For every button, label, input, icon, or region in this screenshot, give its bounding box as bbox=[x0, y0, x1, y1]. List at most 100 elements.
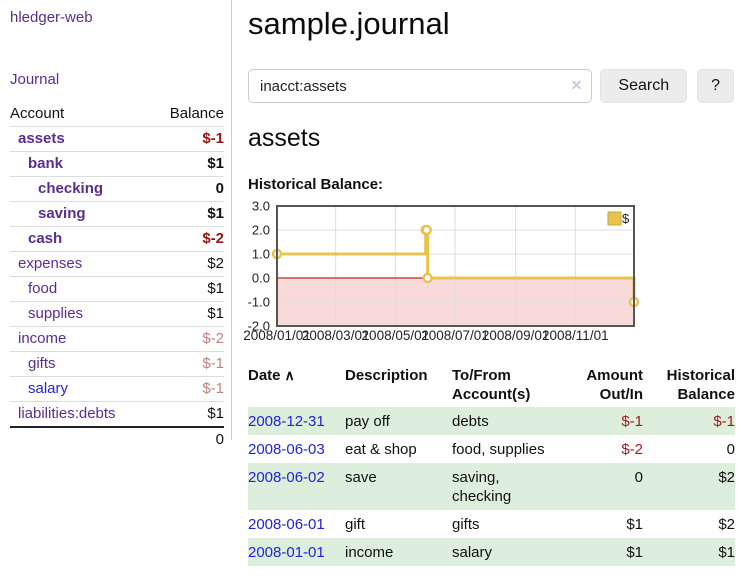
transaction-description: gift bbox=[345, 516, 366, 533]
account-row: liabilities:debts $1 bbox=[10, 401, 224, 426]
transaction-row[interactable]: 2008-12-31 pay off debts $-1 $-1 bbox=[248, 407, 735, 435]
transaction-date-link[interactable]: 2008-01-01 bbox=[248, 544, 325, 561]
transaction-description: eat & shop bbox=[345, 441, 417, 458]
account-row: cash $-2 bbox=[10, 226, 224, 251]
account-row: income $-2 bbox=[10, 326, 224, 351]
column-header-description[interactable]: Description bbox=[345, 367, 428, 384]
svg-text:2008/03/01: 2008/03/01 bbox=[302, 328, 370, 343]
account-row: bank $1 bbox=[10, 151, 224, 176]
sidebar-item-journal[interactable]: Journal bbox=[10, 71, 60, 88]
transaction-accounts: gifts bbox=[452, 516, 480, 533]
sort-ascending-icon: ∧ bbox=[284, 367, 295, 383]
transaction-row[interactable]: 2008-06-01 gift gifts $1 $2 bbox=[248, 510, 735, 538]
account-link[interactable]: liabilities:debts bbox=[18, 405, 116, 422]
svg-text:3.0: 3.0 bbox=[252, 199, 270, 214]
sidebar: hledger-web Journal Account Balance asse… bbox=[0, 0, 232, 448]
transaction-row[interactable]: 2008-06-02 save saving, checking 0 $2 bbox=[248, 463, 735, 510]
account-balance: $-1 bbox=[202, 355, 224, 372]
account-link[interactable]: saving bbox=[38, 205, 86, 222]
accounts-total: 0 bbox=[10, 426, 224, 451]
account-balance: $-1 bbox=[202, 380, 224, 397]
account-heading: assets bbox=[248, 124, 321, 152]
account-row: saving $1 bbox=[10, 201, 224, 226]
transaction-balance: $-1 bbox=[713, 413, 735, 430]
account-balance: $1 bbox=[207, 205, 224, 222]
account-balance: $-2 bbox=[202, 330, 224, 347]
page-title: sample.journal bbox=[248, 6, 450, 41]
transaction-row[interactable]: 2008-01-01 income salary $1 $1 bbox=[248, 538, 735, 566]
account-balance: $2 bbox=[207, 255, 224, 272]
transaction-amount: $1 bbox=[626, 544, 643, 561]
column-header-date[interactable]: Date ∧ bbox=[248, 367, 295, 384]
accounts-header-account: Account bbox=[10, 105, 65, 122]
search-input[interactable] bbox=[248, 69, 593, 103]
transaction-date-link[interactable]: 2008-06-01 bbox=[248, 516, 325, 533]
transactions-table: Date ∧ Description To/From Account(s) Amo… bbox=[248, 364, 735, 566]
accounts-header-balance: Balance bbox=[169, 105, 224, 122]
svg-text:0.0: 0.0 bbox=[252, 271, 270, 286]
transaction-date-link[interactable]: 2008-12-31 bbox=[248, 413, 325, 430]
account-row: salary $-1 bbox=[10, 376, 224, 401]
svg-text:2008/11/01: 2008/11/01 bbox=[542, 328, 609, 343]
accounts-table: Account Balance assets $-1 bank $1 check… bbox=[10, 103, 224, 451]
transaction-balance: $2 bbox=[718, 516, 735, 533]
transaction-accounts: debts bbox=[452, 413, 489, 430]
transaction-date-link[interactable]: 2008-06-02 bbox=[248, 469, 325, 486]
transaction-balance: 0 bbox=[726, 441, 735, 458]
svg-text:-2.0: -2.0 bbox=[248, 319, 270, 334]
account-balance: 0 bbox=[215, 180, 224, 197]
account-balance: $1 bbox=[207, 405, 224, 422]
search-button[interactable]: Search bbox=[600, 69, 688, 103]
transactions-table-header: Date ∧ Description To/From Account(s) Amo… bbox=[248, 364, 735, 407]
transaction-description: save bbox=[345, 469, 377, 486]
transaction-amount: $1 bbox=[626, 516, 643, 533]
svg-text:2008/09/01: 2008/09/01 bbox=[482, 328, 550, 343]
transaction-amount: 0 bbox=[634, 469, 643, 486]
account-row: supplies $1 bbox=[10, 301, 224, 326]
svg-text:-1.0: -1.0 bbox=[248, 295, 270, 310]
account-link[interactable]: gifts bbox=[28, 355, 56, 372]
chart-title: Historical Balance: bbox=[248, 176, 384, 193]
transaction-amount: $-2 bbox=[621, 441, 643, 458]
account-row: expenses $2 bbox=[10, 251, 224, 276]
transaction-balance: $2 bbox=[718, 469, 735, 486]
account-link[interactable]: expenses bbox=[18, 255, 83, 272]
account-row: gifts $-1 bbox=[10, 351, 224, 376]
search-bar: ✕ Search ? bbox=[248, 69, 734, 103]
account-balance: $1 bbox=[207, 305, 224, 322]
account-link[interactable]: assets bbox=[18, 130, 65, 147]
transaction-description: income bbox=[345, 544, 394, 561]
svg-text:2.0: 2.0 bbox=[252, 223, 270, 238]
transaction-balance: $1 bbox=[718, 544, 735, 561]
column-header-amount[interactable]: Amount Out/In bbox=[586, 367, 643, 403]
account-row: assets $-1 bbox=[10, 126, 224, 151]
transaction-accounts: food, supplies bbox=[452, 441, 545, 458]
account-link[interactable]: supplies bbox=[28, 305, 84, 322]
column-header-balance[interactable]: Historical Balance bbox=[666, 367, 735, 403]
transaction-amount: $-1 bbox=[621, 413, 643, 430]
column-header-accounts[interactable]: To/From Account(s) bbox=[452, 367, 531, 403]
svg-text:2008/07/01: 2008/07/01 bbox=[421, 328, 489, 343]
account-link[interactable]: bank bbox=[28, 155, 64, 172]
main-content: sample.journal ✕ Search ? assets Histori… bbox=[233, 0, 742, 566]
account-link[interactable]: cash bbox=[28, 230, 63, 247]
svg-text:2008/01/01: 2008/01/01 bbox=[243, 328, 311, 343]
accounts-table-header: Account Balance bbox=[10, 103, 224, 126]
svg-text:$: $ bbox=[622, 211, 630, 226]
app-title-link[interactable]: hledger-web bbox=[10, 9, 93, 26]
historical-balance-chart: 3.0 2.0 1.0 0.0 -1.0 -2.02008/01/012008/03/01… bbox=[243, 199, 640, 343]
account-balance: $1 bbox=[207, 155, 224, 172]
clear-search-icon[interactable]: ✕ bbox=[570, 77, 583, 93]
account-link[interactable]: checking bbox=[38, 180, 104, 197]
account-link[interactable]: salary bbox=[28, 380, 69, 397]
transaction-row[interactable]: 2008-06-03 eat & shop food, supplies $-2… bbox=[248, 435, 735, 463]
transaction-accounts: salary bbox=[452, 544, 493, 561]
search-help-button[interactable]: ? bbox=[697, 69, 734, 103]
transaction-date-link[interactable]: 2008-06-03 bbox=[248, 441, 325, 458]
account-row: food $1 bbox=[10, 276, 224, 301]
account-link[interactable]: food bbox=[28, 280, 58, 297]
account-link[interactable]: income bbox=[18, 330, 67, 347]
account-balance: $-2 bbox=[202, 230, 224, 247]
svg-text:1.0: 1.0 bbox=[252, 247, 270, 262]
account-balance: $-1 bbox=[202, 130, 224, 147]
